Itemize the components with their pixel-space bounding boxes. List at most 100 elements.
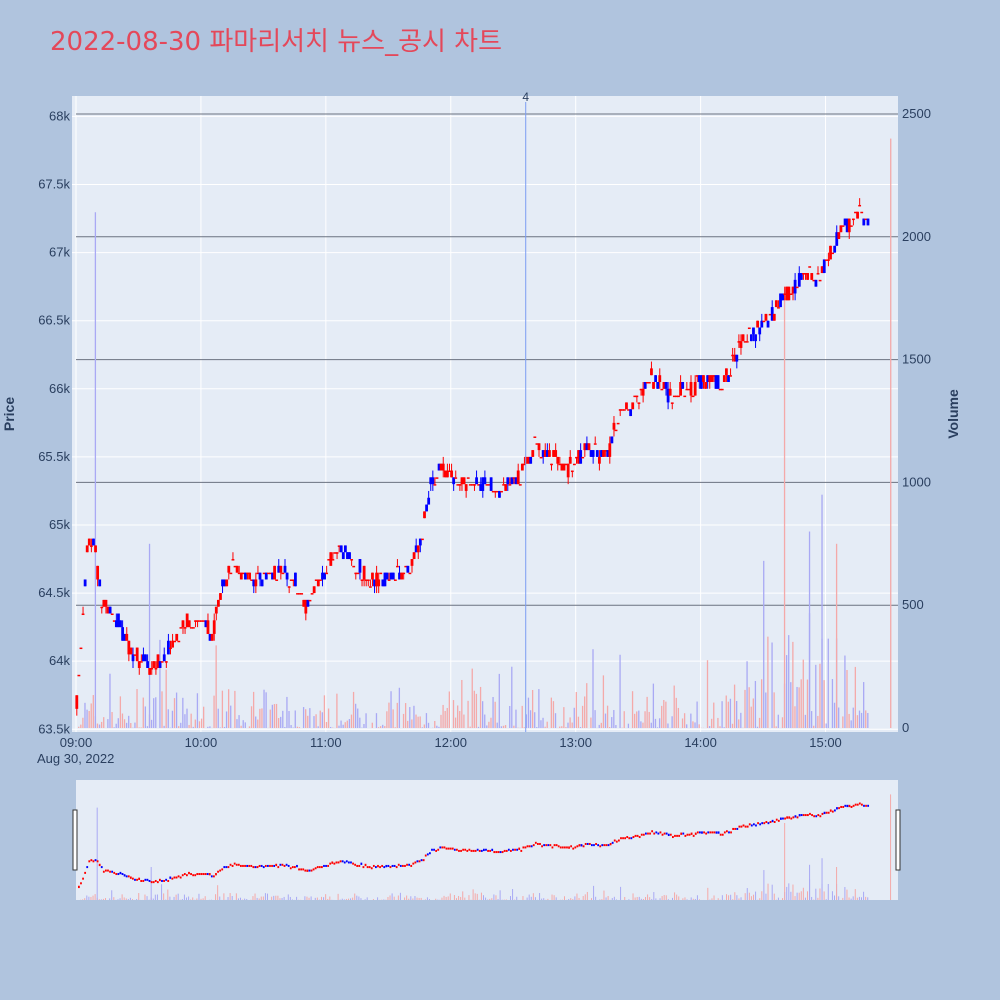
slider-volume-bar — [586, 891, 588, 900]
slider-candle — [404, 864, 406, 867]
slider-candle — [667, 833, 670, 837]
slider-volume-bar — [271, 896, 273, 900]
slider-volume-bar — [867, 897, 869, 900]
slider-volume-bar — [196, 898, 198, 900]
slider-candle — [817, 814, 820, 817]
volume-bar — [121, 713, 124, 728]
slider-candle — [495, 851, 498, 854]
candle-body — [587, 443, 591, 451]
volume-bar — [686, 724, 688, 728]
slider-candle — [852, 804, 855, 807]
volume-bar — [692, 721, 694, 728]
candle-body — [183, 627, 187, 629]
candle-body — [416, 545, 420, 553]
range-slider[interactable] — [76, 780, 898, 900]
candle-body — [860, 211, 864, 214]
slider-volume-bar — [553, 895, 555, 900]
candle-body — [398, 572, 401, 580]
slider-candle — [848, 804, 851, 808]
candle-body — [473, 484, 476, 486]
candle-body — [356, 572, 360, 575]
slider-candle — [244, 864, 246, 867]
volume-bar — [698, 724, 700, 728]
y2-axis-title: Volume — [945, 389, 961, 439]
volume-bar — [500, 726, 503, 728]
volume-bar — [352, 691, 355, 728]
slider-candle — [524, 846, 527, 849]
slider-candle — [161, 879, 163, 882]
candle-body — [393, 579, 397, 581]
slider-volume-bar — [86, 895, 88, 900]
volume-bar — [409, 707, 411, 728]
slider-candle — [732, 827, 735, 830]
candle-body — [114, 620, 118, 628]
volume-bar — [573, 707, 575, 728]
volume-bar — [738, 719, 740, 728]
slider-candle — [183, 873, 186, 876]
candle-body — [358, 559, 362, 573]
volume-bar — [125, 722, 128, 728]
candle-body — [731, 354, 735, 357]
candle-body — [377, 579, 381, 587]
slider-candle — [522, 846, 525, 849]
volume-bar — [423, 724, 426, 728]
volume-bar — [613, 710, 615, 728]
slider-candle — [539, 842, 541, 845]
candle-body — [229, 572, 233, 575]
volume-bar — [471, 668, 473, 728]
volume-bar — [163, 725, 165, 728]
volume-bar — [344, 722, 346, 728]
slider-volume-bar — [235, 893, 237, 900]
slider-candle — [659, 831, 662, 834]
volume-bar — [196, 693, 199, 728]
candle-body — [733, 354, 737, 362]
range-slider-left-handle[interactable] — [72, 809, 78, 871]
volume-bar — [336, 693, 338, 728]
volume-bar — [531, 689, 534, 728]
candle-body — [368, 586, 372, 588]
volume-bar — [188, 724, 190, 728]
slider-candle — [109, 870, 111, 873]
volume-bar — [792, 641, 794, 728]
candle-body — [154, 667, 158, 670]
candle-body — [231, 559, 235, 561]
slider-volume-bar — [863, 891, 865, 900]
slider-volume-bar — [231, 895, 233, 900]
candle-body — [87, 538, 91, 546]
slider-volume-bar — [456, 898, 457, 900]
volume-bar — [436, 725, 438, 728]
slider-volume-bar — [472, 889, 474, 900]
slider-volume-bar — [414, 896, 416, 900]
volume-bar — [525, 714, 528, 728]
candle-body — [814, 279, 818, 287]
candle-body — [645, 381, 649, 384]
volume-bar — [477, 726, 480, 728]
candle-body — [677, 395, 680, 398]
candle-body — [833, 245, 837, 253]
slider-volume-bar — [591, 898, 592, 900]
candle-body — [212, 620, 216, 634]
candle-body — [627, 409, 630, 411]
volume-bar — [221, 690, 224, 728]
slider-candle — [466, 849, 469, 852]
volume-bars — [78, 138, 892, 729]
main-plot-area[interactable] — [72, 96, 898, 732]
slider-candle — [242, 864, 244, 867]
volume-bar — [277, 718, 280, 728]
slider-volume-bar — [186, 897, 187, 900]
volume-bar — [611, 717, 613, 728]
slider-candle — [437, 848, 440, 851]
slider-volume-bar — [341, 898, 343, 900]
slider-candle — [237, 863, 240, 866]
candle-body — [556, 456, 560, 464]
slider-candle — [300, 868, 303, 871]
volume-bar — [654, 718, 657, 728]
volume-bar — [257, 719, 259, 728]
slider-candle — [426, 853, 429, 856]
range-slider-right-handle[interactable] — [895, 809, 901, 871]
slider-candle — [699, 831, 701, 834]
slider-volume-bar — [404, 897, 406, 900]
candle-body — [256, 572, 260, 575]
volume-bar — [534, 712, 536, 728]
